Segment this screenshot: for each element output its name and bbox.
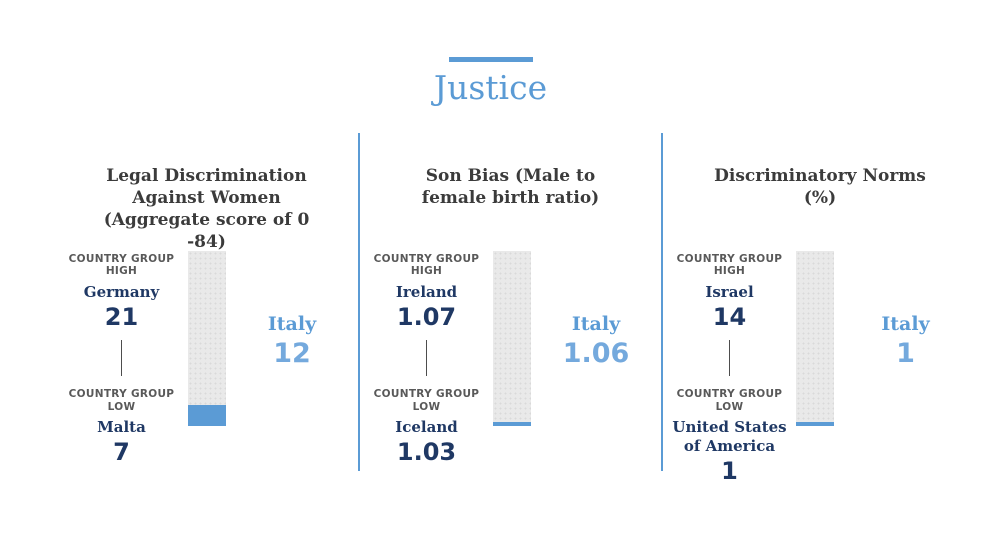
group-low-country: United States of America	[672, 418, 787, 455]
group-low-country: Iceland	[395, 418, 458, 437]
highlight-bar-fill	[493, 421, 531, 426]
panel-legal-discrimination: Legal Discrimination Against Women (Aggr…	[55, 133, 358, 471]
group-high-value: 1.07	[396, 302, 457, 331]
highlight-country: Italy	[267, 312, 317, 335]
highlight-block: Italy 12	[226, 251, 358, 369]
range-bar-track	[796, 250, 834, 426]
country-group-stats: COUNTRY GROUP HIGH Germany 21 COUNTRY GR…	[55, 251, 188, 466]
country-group-high-label: COUNTRY GROUP HIGH	[676, 252, 783, 278]
panel-content: COUNTRY GROUP HIGH Germany 21 COUNTRY GR…	[55, 250, 358, 471]
group-high-country: Germany	[83, 282, 160, 301]
panel-title: Legal Discrimination Against Women (Aggr…	[103, 165, 310, 252]
justice-dashboard: Justice Legal Discrimination Against Wom…	[0, 0, 981, 484]
country-group-stats: COUNTRY GROUP HIGH Ireland 1.07 COUNTRY …	[360, 251, 493, 466]
range-bar-track	[493, 250, 531, 426]
panel-content: COUNTRY GROUP HIGH Israel 14 COUNTRY GRO…	[663, 250, 977, 484]
highlight-bar-fill	[188, 404, 226, 426]
page-title: Justice	[433, 68, 548, 107]
country-group-low-label: COUNTRY GROUP LOW	[373, 387, 480, 413]
group-high-country: Ireland	[395, 282, 458, 301]
highlight-value: 1	[896, 338, 915, 370]
range-connector-line	[121, 339, 122, 376]
country-group-high-label: COUNTRY GROUP HIGH	[68, 252, 175, 278]
group-high-value: 14	[712, 302, 747, 331]
highlight-bar-fill	[796, 421, 834, 426]
group-low-value: 7	[113, 437, 130, 466]
highlight-block: Italy 1.06	[531, 251, 661, 369]
group-high-country: Israel	[705, 282, 754, 301]
range-connector-line	[729, 339, 730, 376]
range-connector-line	[426, 339, 427, 376]
country-group-low-label: COUNTRY GROUP LOW	[676, 387, 783, 413]
panel-title: Discriminatory Norms (%)	[714, 165, 926, 208]
highlight-value: 12	[273, 338, 311, 370]
highlight-block: Italy 1	[834, 251, 977, 369]
dashboard-header: Justice	[0, 0, 981, 108]
group-low-value: 1.03	[396, 437, 457, 466]
panel-title: Son Bias (Male to female birth ratio)	[421, 165, 600, 208]
range-bar-track	[188, 250, 226, 426]
panels-row: Legal Discrimination Against Women (Aggr…	[55, 132, 981, 484]
panel-content: COUNTRY GROUP HIGH Ireland 1.07 COUNTRY …	[360, 250, 661, 471]
group-low-value: 1	[721, 456, 738, 485]
group-high-value: 21	[104, 302, 139, 331]
title-accent-line	[448, 57, 533, 62]
panel-son-bias: Son Bias (Male to female birth ratio) CO…	[358, 132, 661, 471]
group-low-country: Malta	[97, 418, 146, 437]
highlight-country: Italy	[571, 312, 621, 335]
country-group-high-label: COUNTRY GROUP HIGH	[373, 252, 480, 278]
country-group-low-label: COUNTRY GROUP LOW	[68, 387, 175, 413]
country-group-stats: COUNTRY GROUP HIGH Israel 14 COUNTRY GRO…	[663, 251, 796, 484]
highlight-country: Italy	[881, 312, 930, 335]
panel-discriminatory-norms: Discriminatory Norms (%) COUNTRY GROUP H…	[661, 132, 977, 484]
highlight-value: 1.06	[562, 338, 630, 370]
